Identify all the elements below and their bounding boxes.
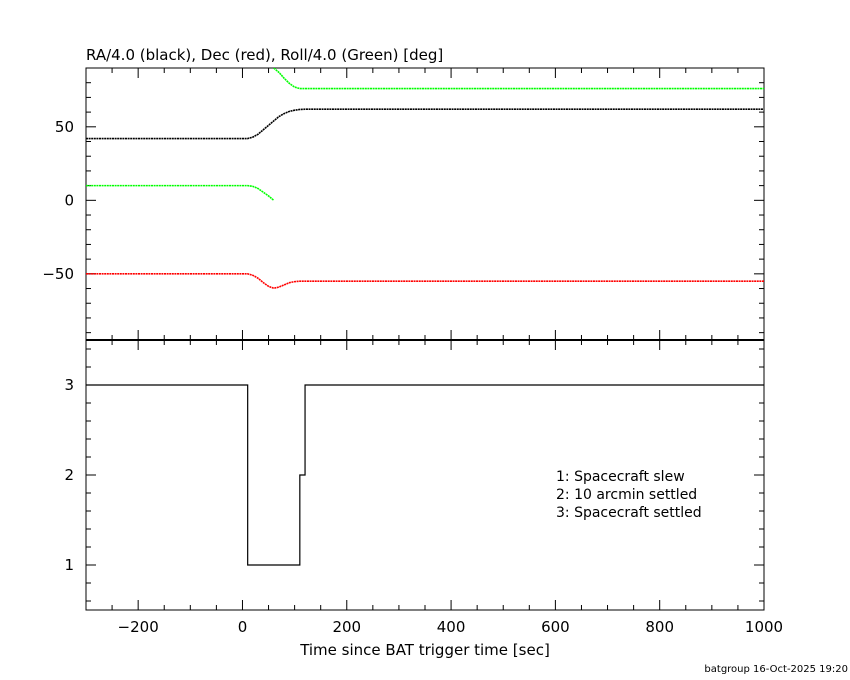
x-tick-label: 1000: [745, 618, 783, 636]
x-tick-label: 0: [238, 618, 248, 636]
top-y-tick-label: −50: [42, 265, 74, 283]
top-series-line-2: [86, 184, 275, 201]
top-chart-title: RA/4.0 (black), Dec (red), Roll/4.0 (Gre…: [86, 46, 443, 64]
bottom-y-tick-label: 3: [64, 376, 74, 394]
top-y-tick-label: 0: [64, 191, 74, 209]
x-tick-label: −200: [118, 618, 159, 636]
top-series-line-3: [273, 68, 764, 90]
top-y-tick-label: 50: [55, 118, 74, 136]
x-tick-label: 400: [437, 618, 466, 636]
top-panel: −50 0 50: [42, 67, 765, 341]
x-axis-label: Time since BAT trigger time [sec]: [299, 641, 550, 659]
top-series-line-0: [86, 108, 764, 140]
footer-timestamp: batgroup 16-Oct-2025 19:20: [704, 664, 848, 675]
legend-entry-settled: 3: Spacecraft settled: [556, 505, 702, 521]
x-tick-label: 800: [645, 618, 674, 636]
bottom-y-tick-label: 2: [64, 466, 74, 484]
bottom-y-tick-label: 1: [64, 556, 74, 574]
legend-entry-slew: 1: Spacecraft slew: [556, 469, 685, 485]
legend: 1: Spacecraft slew 2: 10 arcmin settled …: [556, 469, 702, 521]
bottom-series-line-0: [86, 384, 764, 566]
x-tick-label: 200: [332, 618, 361, 636]
top-series-line-1: [86, 273, 764, 290]
x-tick-label: 600: [541, 618, 570, 636]
legend-entry-10arcmin: 2: 10 arcmin settled: [556, 487, 697, 503]
